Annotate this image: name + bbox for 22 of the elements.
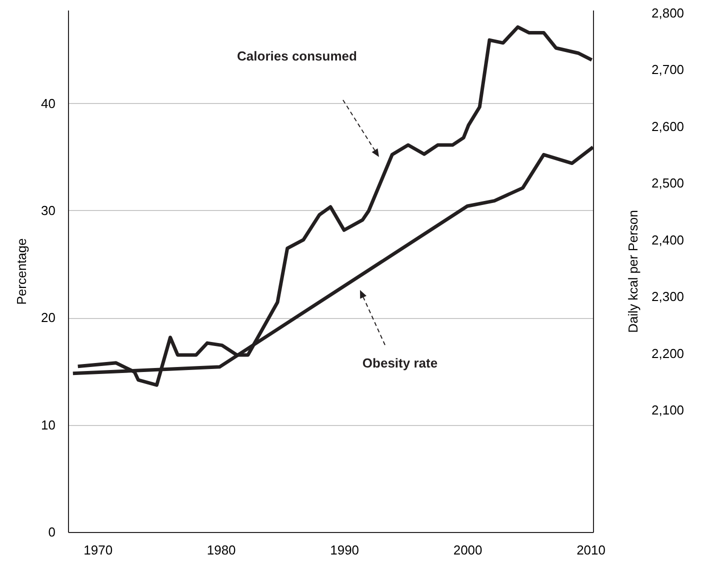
y2-tick-label: 2,600 <box>652 118 684 134</box>
y2-tick-label: 2,700 <box>652 62 684 78</box>
y2-tick-label: 2,800 <box>652 5 684 20</box>
y-axis-title: Percentage <box>14 238 30 305</box>
y-tick-label: 40 <box>41 96 56 111</box>
y-tick-label: 20 <box>41 310 56 326</box>
y-tick-label: 30 <box>41 202 56 218</box>
y-tick-label: 10 <box>41 417 56 432</box>
x-tick-label: 1980 <box>206 542 236 558</box>
annotation: Obesity rate <box>362 355 438 370</box>
x-tick-label: 2000 <box>453 542 482 558</box>
annotation: Calories consumed <box>237 48 358 64</box>
y2-tick-label: 2,100 <box>652 402 684 418</box>
y2-tick-label: 2,400 <box>652 232 684 248</box>
y2-tick-label: 2,200 <box>652 346 684 361</box>
x-tick-label: 1990 <box>330 542 360 558</box>
y2-tick-label: 2,300 <box>652 289 684 304</box>
x-tick-label: 1970 <box>84 542 113 558</box>
y-tick-label: 0 <box>48 524 56 540</box>
y2-axis-title: Daily kcal per Person <box>626 210 640 333</box>
x-tick-label: 2010 <box>576 542 606 558</box>
y2-tick-label: 2,500 <box>652 176 684 191</box>
